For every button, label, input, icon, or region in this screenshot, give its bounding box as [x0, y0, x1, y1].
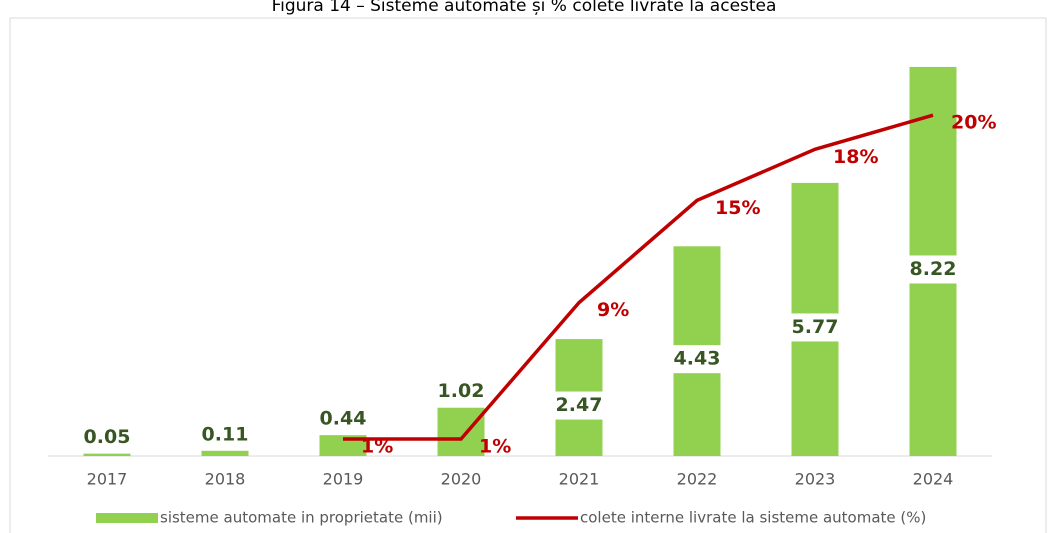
line-value-label: 15%: [715, 197, 760, 219]
line-series: [343, 113, 934, 441]
x-tick-label: 2022: [677, 470, 718, 489]
x-tick-label: 2021: [559, 470, 600, 489]
bar-value-label: 5.77: [792, 316, 839, 338]
bar-value-label: 0.11: [202, 423, 249, 445]
label-bg: [904, 255, 962, 284]
legend-swatch: [96, 513, 158, 523]
label-bg: [550, 391, 608, 420]
legend-label: sisteme automate in proprietate (mii): [160, 509, 443, 527]
bar: [201, 450, 249, 456]
bar: [83, 453, 131, 456]
chart-frame: [9, 17, 1047, 533]
line-value-label: 9%: [597, 299, 629, 321]
x-tick-label: 2024: [913, 470, 954, 489]
bar-value-label: 8.22: [910, 258, 957, 280]
x-tick-label: 2017: [87, 470, 128, 489]
x-tick-label: 2020: [441, 470, 482, 489]
label-bg: [786, 313, 844, 342]
line-value-label: 18%: [833, 146, 878, 168]
bar-value-label: 4.43: [674, 348, 721, 370]
chart-title: Figura 14 – Sisteme automate și % colete…: [272, 0, 777, 16]
line-value-label: 20%: [951, 112, 996, 134]
x-tick-label: 2023: [795, 470, 836, 489]
label-bg: [668, 345, 726, 374]
bar-value-label: 0.05: [84, 426, 131, 448]
line-value-label: 1%: [479, 435, 511, 457]
bar-value-label: 1.02: [438, 380, 485, 402]
line-value-label: 1%: [361, 435, 393, 457]
legend-label: colete interne livrate la sisteme automa…: [580, 509, 926, 527]
bar-value-label: 0.44: [320, 408, 367, 430]
bar: [437, 407, 485, 456]
bar-value-label: 2.47: [556, 394, 603, 416]
x-tick-label: 2018: [205, 470, 246, 489]
x-tick-label: 2019: [323, 470, 364, 489]
